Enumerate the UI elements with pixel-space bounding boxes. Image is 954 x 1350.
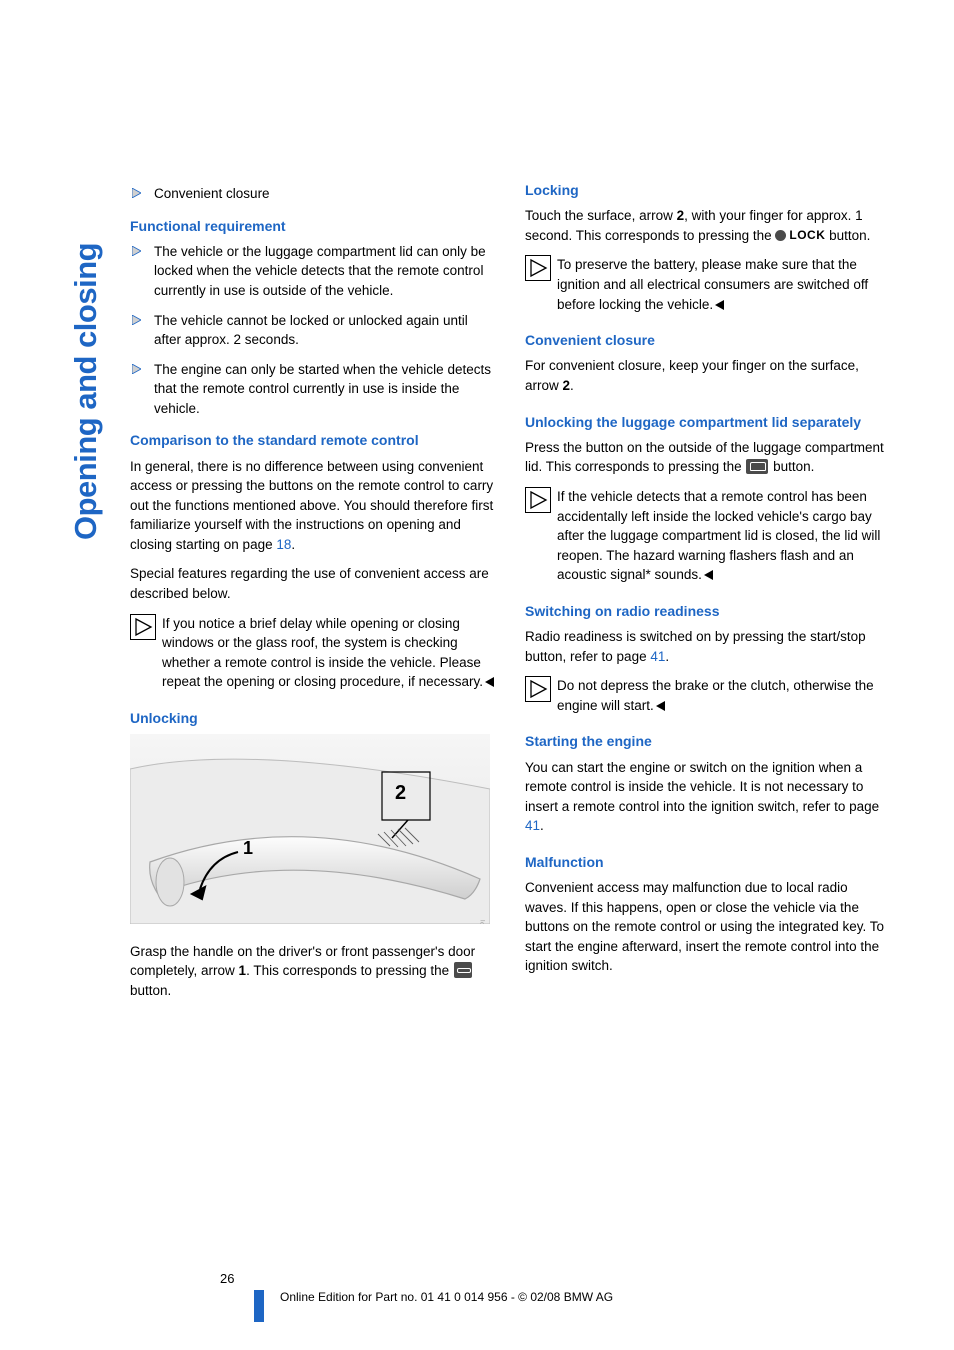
triangle-bullet-icon	[132, 315, 142, 350]
text: .	[570, 378, 574, 393]
right-column: Locking Touch the surface, arrow 2, with…	[525, 180, 890, 1010]
section-tab: Opening and closing	[68, 243, 104, 540]
text: In general, there is no difference betwe…	[130, 459, 493, 552]
note-text: To preserve the battery, please make sur…	[557, 255, 890, 314]
page-link[interactable]: 41	[650, 649, 665, 664]
bullet-item: The engine can only be started when the …	[132, 360, 495, 419]
lock-button-icon: LOCK	[775, 227, 825, 244]
end-mark-icon	[654, 698, 665, 713]
unlock-button-icon	[454, 962, 472, 978]
content-columns: Convenient closure Functional requiremen…	[130, 180, 890, 1010]
triangle-bullet-icon	[132, 364, 142, 419]
heading-locking: Locking	[525, 180, 890, 200]
text: . This corresponds to pressing the	[246, 963, 453, 978]
text: button.	[130, 983, 171, 998]
note-triangle-icon	[525, 676, 551, 702]
svg-text:1: 1	[243, 838, 253, 858]
bullet-item: Convenient closure	[132, 184, 495, 204]
note-block: If you notice a brief delay while openin…	[130, 614, 495, 692]
svg-text:WB286HSAPI: WB286HSAPI	[481, 920, 487, 924]
heading-comparison: Comparison to the standard remote contro…	[130, 430, 495, 450]
heading-malfunction: Malfunction	[525, 852, 890, 872]
note-block: Do not depress the brake or the clutch, …	[525, 676, 890, 715]
bullet-text: The vehicle cannot be locked or unlocked…	[154, 311, 495, 350]
heading-functional-requirement: Functional requirement	[130, 216, 495, 236]
heading-unlocking: Unlocking	[130, 708, 495, 728]
paragraph: Convenient access may malfunction due to…	[525, 878, 890, 976]
text: .	[540, 818, 544, 833]
paragraph: For convenient closure, keep your finger…	[525, 356, 890, 395]
note-triangle-icon	[525, 255, 551, 281]
figure-caption: Grasp the handle on the driver's or fron…	[130, 942, 495, 1001]
text: If the vehicle detects that a remote con…	[557, 489, 880, 582]
heading-radio-readiness: Switching on radio readiness	[525, 601, 890, 621]
note-triangle-icon	[130, 614, 156, 640]
text: Touch the surface, arrow	[525, 208, 677, 223]
bullet-text: Convenient closure	[154, 184, 495, 204]
paragraph: Radio readiness is switched on by pressi…	[525, 627, 890, 666]
note-icon-wrap	[130, 614, 156, 692]
bullet-text: The vehicle or the luggage compartment l…	[154, 242, 495, 301]
text: You can start the engine or switch on th…	[525, 760, 879, 814]
triangle-bullet-icon	[132, 246, 142, 301]
note-icon-wrap	[525, 255, 551, 314]
page-link[interactable]: 41	[525, 818, 540, 833]
end-mark-icon	[713, 297, 724, 312]
text: .	[291, 537, 295, 552]
left-column: Convenient closure Functional requiremen…	[130, 180, 495, 1010]
arrow-ref: 1	[239, 963, 247, 978]
svg-text:2: 2	[395, 782, 406, 804]
lock-label: LOCK	[789, 227, 825, 244]
triangle-bullet-icon	[132, 188, 142, 204]
text: For convenient closure, keep your finger…	[525, 358, 859, 393]
bullet-item: The vehicle or the luggage compartment l…	[132, 242, 495, 301]
note-text: If the vehicle detects that a remote con…	[557, 487, 890, 585]
text: Press the button on the outside of the l…	[525, 440, 884, 475]
end-mark-icon	[483, 674, 494, 689]
note-icon-wrap	[525, 676, 551, 715]
page: Opening and closing Convenient closure F…	[0, 0, 954, 1350]
note-block: To preserve the battery, please make sur…	[525, 255, 890, 314]
arrow-ref: 2	[563, 378, 571, 393]
note-text: If you notice a brief delay while openin…	[162, 614, 495, 692]
paragraph: Special features regarding the use of co…	[130, 564, 495, 603]
footer-accent-bar	[254, 1290, 264, 1322]
paragraph: In general, there is no difference betwe…	[130, 457, 495, 555]
heading-unlock-luggage: Unlocking the luggage compartment lid se…	[525, 412, 890, 432]
text: button.	[769, 459, 814, 474]
text: If you notice a brief delay while openin…	[162, 616, 483, 690]
text: button.	[825, 228, 870, 243]
trunk-button-icon	[746, 459, 768, 474]
bullet-item: The vehicle cannot be locked or unlocked…	[132, 311, 495, 350]
heading-convenient-closure: Convenient closure	[525, 330, 890, 350]
end-mark-icon	[702, 567, 713, 582]
paragraph: Touch the surface, arrow 2, with your fi…	[525, 206, 890, 245]
text: .	[665, 649, 669, 664]
page-number: 26	[220, 1271, 234, 1286]
footer-text: Online Edition for Part no. 01 41 0 014 …	[280, 1290, 613, 1304]
page-link[interactable]: 18	[276, 537, 291, 552]
door-handle-figure: 1 2 W	[130, 734, 495, 930]
heading-starting-engine: Starting the engine	[525, 731, 890, 751]
text: Do not depress the brake or the clutch, …	[557, 678, 874, 713]
paragraph: You can start the engine or switch on th…	[525, 758, 890, 836]
note-icon-wrap	[525, 487, 551, 585]
paragraph: Press the button on the outside of the l…	[525, 438, 890, 477]
note-triangle-icon	[525, 487, 551, 513]
note-block: If the vehicle detects that a remote con…	[525, 487, 890, 585]
note-text: Do not depress the brake or the clutch, …	[557, 676, 890, 715]
arrow-ref: 2	[677, 208, 685, 223]
bullet-text: The engine can only be started when the …	[154, 360, 495, 419]
text: Radio readiness is switched on by pressi…	[525, 629, 866, 664]
